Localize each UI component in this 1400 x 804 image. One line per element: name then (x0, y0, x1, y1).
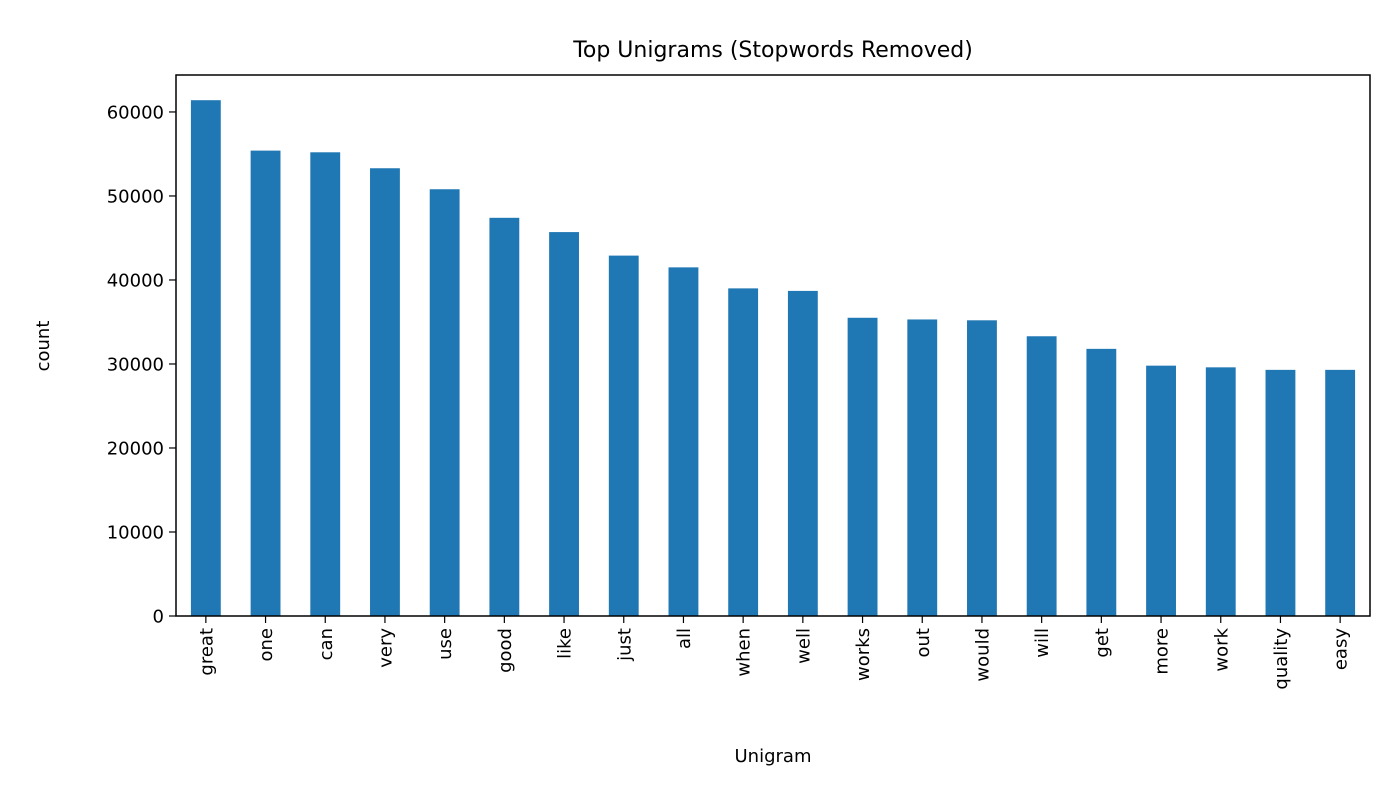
x-tick-label: when (734, 628, 755, 677)
x-tick-label: great (196, 628, 217, 676)
x-tick-label: get (1092, 628, 1113, 658)
bar-easy (1325, 369, 1356, 616)
x-axis: great one can very use good like just all when wel… (196, 616, 1352, 690)
chart-title: Top Unigrams (Stopwords Removed) (572, 38, 973, 63)
bar-when (728, 288, 759, 616)
x-tick-label: well (793, 628, 814, 664)
bars-group (190, 100, 1356, 617)
y-tick-label: 60000 (107, 102, 164, 123)
y-axis: 0 10000 20000 30000 40000 50000 60000 (107, 102, 176, 628)
bar-work (1205, 367, 1236, 616)
bar-more (1146, 365, 1176, 616)
y-tick-label: 30000 (107, 354, 164, 375)
x-tick-label: will (1032, 628, 1053, 658)
x-tick-label: more (1152, 628, 1173, 675)
bar-great (190, 100, 221, 616)
x-tick-label: all (674, 628, 695, 649)
bar-use (429, 189, 460, 616)
bar-can (310, 152, 341, 617)
bar-will (1026, 336, 1057, 616)
x-tick-label: easy (1331, 628, 1352, 670)
bar-good (489, 217, 520, 616)
plot-frame (175, 74, 1371, 617)
y-tick-label: 0 (153, 607, 164, 628)
bar-works (847, 317, 878, 616)
x-tick-label: just (614, 628, 635, 662)
y-tick-label: 40000 (107, 270, 164, 291)
y-tick-label: 20000 (107, 438, 164, 459)
bar-all (668, 267, 699, 616)
x-tick-label: good (495, 628, 516, 673)
x-tick-label: quality (1271, 628, 1292, 690)
x-tick-label: like (555, 628, 576, 659)
y-tick-label: 10000 (107, 522, 164, 543)
bar-like (549, 232, 579, 616)
bar-would (967, 320, 997, 616)
bar-one (250, 150, 281, 617)
y-tick-label: 50000 (107, 186, 164, 207)
bar-just (608, 255, 639, 617)
x-tick-label: one (256, 628, 277, 662)
x-tick-label: use (435, 628, 456, 660)
bar-get (1086, 348, 1117, 616)
x-tick-label: would (972, 628, 993, 682)
bar-very (370, 168, 400, 616)
x-tick-label: out (913, 628, 934, 657)
x-tick-label: very (375, 628, 396, 668)
x-axis-label: Unigram (735, 746, 812, 767)
bar-quality (1265, 369, 1296, 616)
x-tick-label: works (853, 628, 874, 681)
x-tick-label: can (316, 628, 337, 660)
y-axis-label: count (33, 321, 54, 372)
bar-out (907, 319, 938, 616)
bar-well (787, 290, 818, 616)
x-tick-label: work (1211, 627, 1232, 671)
